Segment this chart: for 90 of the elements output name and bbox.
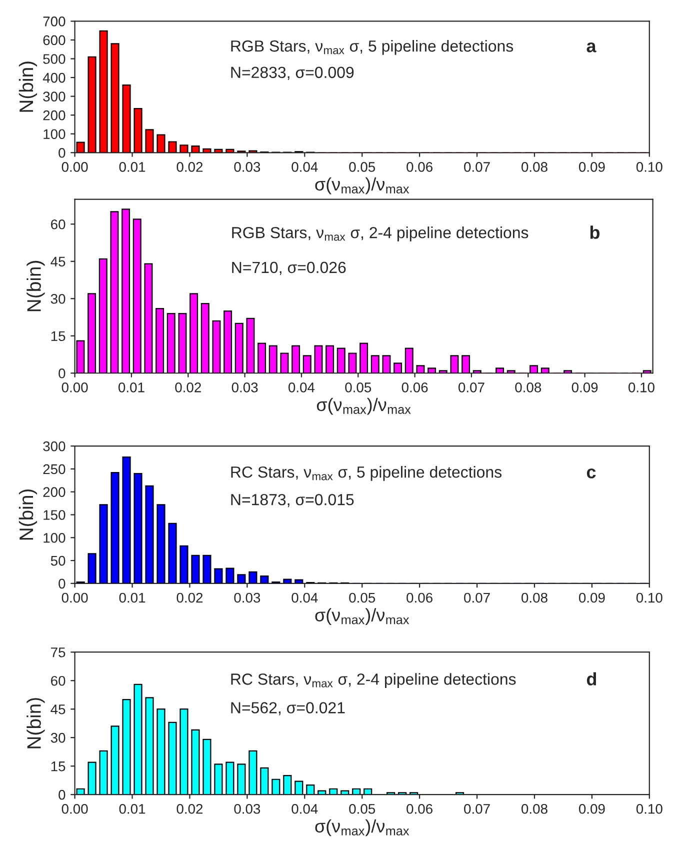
x-tick-label: 0.07 [464, 162, 490, 172]
annotation: N=710, σ=0.026 [232, 262, 346, 275]
annotation: d [586, 672, 596, 686]
x-axis-title: σ(ν$_{max}$)/ν$_{max}$ [316, 398, 411, 415]
x-tick-label: 0.10 [628, 382, 654, 392]
x-axis-title: σ(ν$_{max}$)/ν$_{max}$ [315, 608, 410, 625]
y-tick-label: 100 [44, 532, 66, 543]
y-tick-label: 75 [51, 648, 66, 658]
x-tick-label: 0.03 [234, 592, 260, 603]
x-tick-label: 0.05 [345, 382, 372, 392]
x-tick-label: 0.09 [578, 592, 605, 603]
y-tick-label: 500 [43, 54, 66, 64]
x-tick-label: 0.01 [119, 804, 146, 814]
annotation: N=2833, σ=0.009 [231, 66, 354, 80]
x-tick-label: 0.04 [292, 592, 318, 603]
x-tick-label: 0.06 [402, 382, 428, 392]
x-tick-label: 0.05 [349, 592, 376, 603]
x-tick-label: 0.00 [62, 804, 88, 814]
y-tick-label: 60 [51, 219, 66, 230]
y-tick-label: 30 [50, 294, 66, 304]
y-tick-label: 45 [50, 704, 66, 714]
x-tick-label: 0.04 [292, 804, 318, 814]
y-tick-label: 600 [43, 35, 66, 46]
x-tick-label: 0.02 [176, 804, 203, 814]
x-axis-title: σ(ν$_{max}$)/ν$_{max}$ [315, 819, 410, 836]
y-axis-title: N(bin) [26, 260, 45, 312]
y-tick-label: 60 [51, 676, 66, 686]
x-tick-label: 0.03 [234, 162, 260, 172]
x-tick-label: 0.00 [62, 592, 88, 603]
annotation: RGB Stars, ν$_{max}$ σ, 2-4 pipeline detections [232, 226, 528, 242]
y-tick-label: 0 [58, 578, 66, 589]
x-tick-label: 0.08 [522, 592, 548, 603]
x-tick-label: 0.09 [572, 382, 598, 392]
annotation: c [586, 468, 596, 478]
x-tick-label: 0.00 [62, 162, 88, 172]
x-tick-label: 0.05 [349, 162, 376, 172]
annotation: N=1873, σ=0.015 [231, 494, 354, 508]
annotation: RC Stars, ν$_{max}$ σ, 2-4 pipeline detections [231, 673, 516, 688]
x-tick-label: 0.01 [119, 162, 146, 172]
x-tick-label: 0.00 [62, 382, 88, 392]
annotation: N=562, σ=0.021 [231, 702, 345, 716]
annotation: b [590, 226, 600, 239]
x-tick-label: 0.02 [176, 592, 203, 603]
x-tick-label: 0.04 [288, 382, 315, 392]
y-axis-title: N(bin) [18, 489, 38, 540]
y-tick-label: 100 [44, 129, 66, 140]
y-tick-label: 400 [42, 72, 66, 83]
x-tick-label: 0.02 [176, 162, 203, 172]
x-tick-label: 0.01 [118, 382, 144, 392]
x-tick-label: 0.07 [464, 592, 490, 603]
y-tick-label: 300 [43, 441, 66, 452]
x-tick-label: 0.10 [636, 162, 662, 172]
x-tick-label: 0.07 [458, 382, 484, 392]
y-axis-title: N(bin) [18, 62, 38, 112]
y-tick-label: 250 [43, 464, 66, 474]
x-axis-title: σ(ν$_{max}$)/ν$_{max}$ [315, 177, 410, 194]
x-tick-label: 0.08 [515, 382, 542, 392]
x-tick-label: 0.05 [349, 804, 376, 814]
y-tick-label: 300 [43, 92, 66, 102]
y-tick-label: 45 [50, 256, 66, 267]
x-tick-label: 0.07 [464, 804, 490, 814]
y-tick-label: 200 [43, 487, 66, 498]
y-tick-label: 50 [50, 556, 66, 566]
x-tick-label: 0.03 [232, 382, 258, 392]
y-tick-label: 700 [43, 16, 66, 26]
annotation: RGB Stars, ν$_{max}$ σ, 5 pipeline detections [231, 40, 514, 55]
y-tick-label: 15 [51, 762, 66, 772]
x-tick-label: 0.03 [234, 804, 260, 814]
x-tick-label: 0.08 [522, 162, 548, 172]
y-tick-label: 200 [43, 110, 66, 120]
y-axis-title: N(bin) [26, 698, 45, 748]
x-tick-label: 0.09 [578, 162, 605, 172]
annotation: RC Stars, ν$_{max}$ σ, 5 pipeline detections [231, 466, 502, 481]
x-tick-label: 0.01 [119, 592, 146, 603]
y-tick-label: 150 [44, 510, 66, 520]
y-tick-label: 0 [58, 790, 66, 800]
y-tick-label: 0 [58, 148, 66, 158]
x-tick-label: 0.06 [406, 804, 432, 814]
y-tick-label: 30 [50, 732, 66, 743]
x-tick-label: 0.09 [578, 804, 605, 814]
y-tick-label: 15 [51, 331, 66, 342]
annotation: a [586, 42, 596, 52]
x-tick-label: 0.04 [292, 162, 318, 172]
x-tick-label: 0.10 [636, 592, 662, 603]
y-tick-label: 0 [58, 368, 66, 378]
x-tick-label: 0.02 [175, 382, 201, 392]
x-tick-label: 0.08 [522, 804, 548, 814]
x-tick-label: 0.06 [406, 162, 432, 172]
x-tick-label: 0.10 [636, 804, 662, 814]
x-tick-label: 0.06 [406, 592, 432, 603]
